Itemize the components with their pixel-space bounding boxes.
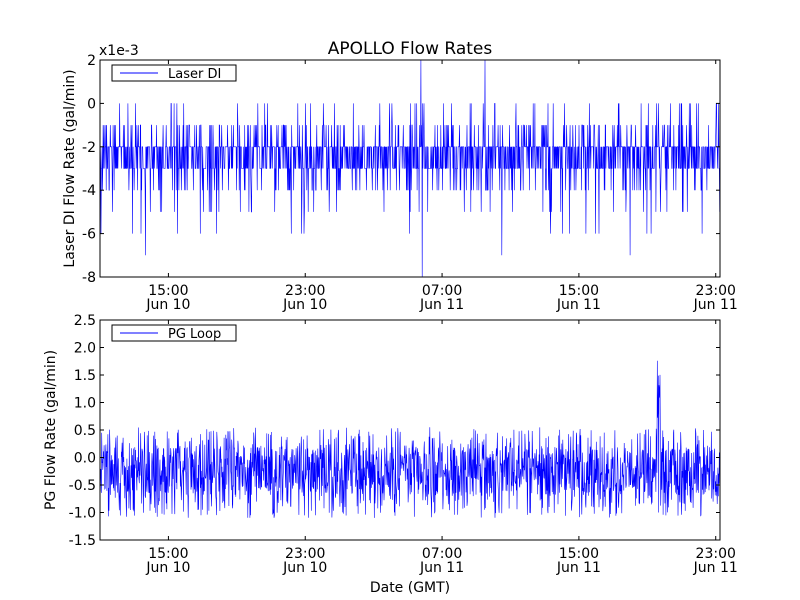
x-tick-label-date: Jun 11: [556, 560, 601, 576]
legend-box: [111, 324, 237, 342]
y-tick-label: -6: [82, 227, 96, 243]
y-tick-label: -8: [82, 270, 96, 286]
y-tick-label: 1.0: [74, 396, 96, 412]
x-tick-label-time: 23:00: [696, 546, 736, 562]
figure-title: APOLLO Flow Rates: [328, 39, 493, 59]
y-tick-label: -2: [82, 140, 96, 156]
legend-label: Laser DI: [168, 67, 221, 82]
legend-box: [111, 64, 237, 82]
y-tick-label: -1.5: [69, 533, 96, 549]
y-axis-label: Laser DI Flow Rate (gal/min): [62, 69, 78, 267]
x-tick-label-date: Jun 10: [145, 560, 190, 576]
x-tick-label-time: 15:00: [559, 283, 599, 299]
x-tick-label-time: 23:00: [285, 546, 325, 562]
y-tick-label: 2.5: [74, 313, 96, 329]
x-tick-label-time: 07:00: [422, 283, 462, 299]
x-tick-label-date: Jun 11: [419, 560, 464, 576]
y-tick-label: 0: [87, 96, 96, 112]
x-tick-label-date: Jun 11: [556, 297, 601, 313]
y-tick-label: -4: [82, 183, 96, 199]
x-tick-label-time: 07:00: [422, 546, 462, 562]
x-tick-label-time: 23:00: [285, 283, 325, 299]
y-tick-label: -0.5: [69, 478, 96, 494]
y-axis-label: PG Flow Rate (gal/min): [43, 350, 59, 510]
x-tick-label-time: 15:00: [148, 283, 188, 299]
x-tick-label-date: Jun 10: [282, 560, 327, 576]
x-tick-label-date: Jun 10: [145, 297, 190, 313]
series-line-laser-di: [100, 60, 720, 277]
y-tick-label: 0.0: [74, 451, 96, 467]
x-axis-label: Date (GMT): [370, 580, 450, 596]
x-tick-label-date: Jun 11: [419, 297, 464, 313]
y-tick-label: 2: [87, 53, 96, 69]
x-tick-label-time: 15:00: [559, 546, 599, 562]
legend: Laser DI: [111, 64, 237, 82]
legend: PG Loop: [111, 324, 237, 342]
legend-label: PG Loop: [168, 327, 221, 342]
y-tick-label: 1.5: [74, 368, 96, 384]
x-tick-label-time: 15:00: [148, 546, 188, 562]
x-tick-label-time: 23:00: [696, 283, 736, 299]
x-tick-label-date: Jun 11: [693, 297, 738, 313]
axes-frame: [99, 59, 721, 278]
y-tick-label: 0.5: [74, 423, 96, 439]
axes-frame: [99, 319, 721, 541]
y-tick-label: 2.0: [74, 341, 96, 357]
y-tick-label: -1.0: [69, 506, 96, 522]
x-tick-label-date: Jun 10: [282, 297, 327, 313]
offset-text: x1e-3: [99, 43, 139, 59]
x-tick-label-date: Jun 11: [693, 560, 738, 576]
series-line-pg-loop: [100, 360, 720, 518]
